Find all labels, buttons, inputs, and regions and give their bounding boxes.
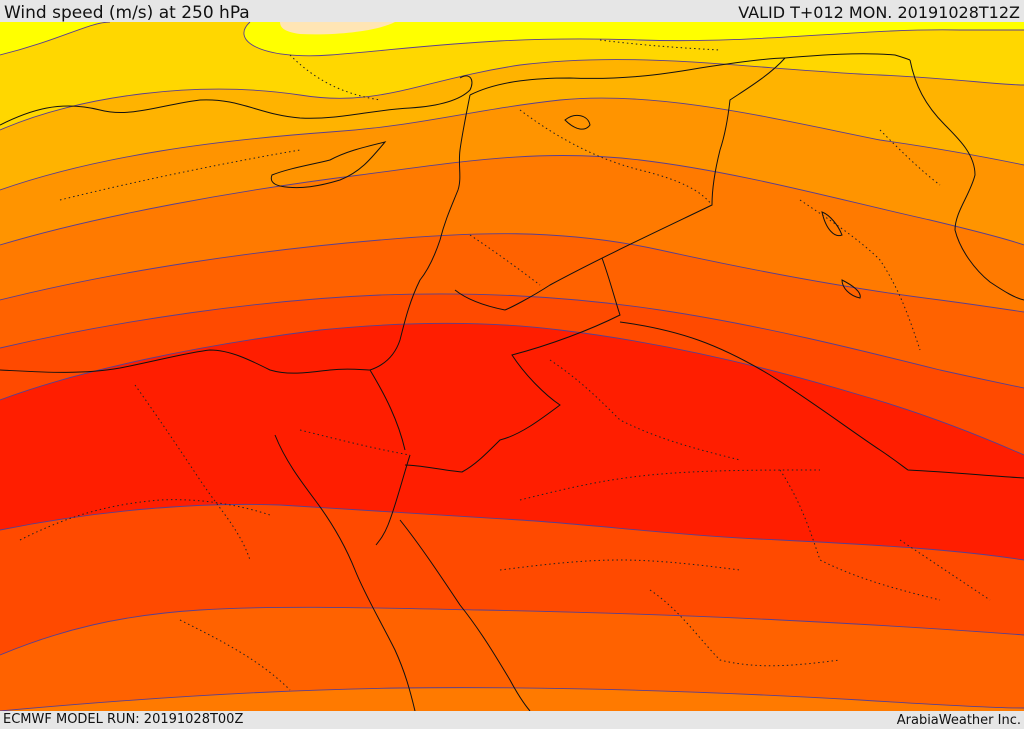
jordan-border — [404, 257, 621, 473]
lake-shore — [841, 279, 861, 299]
province-line — [179, 619, 291, 691]
credit-label: ArabiaWeather Inc. — [896, 713, 1021, 728]
band-peach — [280, 22, 395, 35]
contour-line — [0, 97, 1024, 191]
band-lower-scarlet — [0, 504, 1024, 655]
red-sea-east-coast — [399, 519, 531, 711]
contour-line — [0, 59, 1024, 131]
saudi-iraq-border — [619, 321, 1024, 479]
valid-time: VALID T+012 MON. 20191028T12Z — [738, 3, 1020, 22]
band-bottom-orange — [0, 687, 1024, 711]
cyprus-coast — [270, 141, 387, 189]
province-line — [799, 199, 921, 351]
header-bar: Wind speed (m/s) at 250 hPa VALID T+012 … — [0, 0, 1024, 23]
egypt-coast — [0, 349, 371, 374]
contour-line — [0, 503, 1024, 561]
contour-line — [0, 606, 1024, 656]
province-line — [59, 149, 301, 201]
band-lower-red-orange — [0, 607, 1024, 711]
contour-line — [0, 687, 1024, 711]
province-line — [469, 234, 541, 286]
wind-speed-map — [0, 22, 1024, 711]
levant-coast — [369, 94, 471, 371]
band-core — [0, 323, 1024, 560]
province-line — [519, 469, 821, 501]
turkey-iran-border — [784, 53, 911, 61]
province-line — [899, 539, 991, 601]
sinai-border — [369, 369, 406, 451]
contour-line — [0, 22, 111, 56]
map-svg — [0, 22, 1024, 711]
footer-bar: ECMWF MODEL RUN: 20191028T00Z ArabiaWeat… — [0, 711, 1024, 729]
red-sea-west-coast — [274, 434, 416, 711]
contour-lines — [0, 22, 1024, 711]
map-title: Wind speed (m/s) at 250 hPa — [4, 3, 250, 23]
syria-iraq-border — [504, 57, 786, 311]
province-line — [649, 589, 841, 667]
province-line — [549, 359, 741, 461]
province-line — [879, 129, 941, 186]
contour-line — [0, 233, 1024, 313]
model-run-label: ECMWF MODEL RUN: 20191028T00Z — [3, 712, 244, 727]
coastline — [0, 75, 473, 126]
contour-line — [243, 22, 1024, 57]
iraq-iran-border — [909, 59, 1024, 301]
syria-turkey-border — [469, 57, 786, 96]
contour-line — [0, 322, 1024, 456]
lake-shore — [821, 211, 843, 237]
province-line — [289, 54, 381, 101]
province-line — [499, 559, 741, 571]
provincial-borders — [19, 39, 991, 691]
coastlines — [0, 53, 1024, 711]
contour-line — [0, 155, 1024, 246]
province-line — [134, 384, 251, 561]
lake-shore — [564, 114, 591, 130]
sinai-coast — [375, 454, 411, 546]
contour-line — [0, 293, 1024, 389]
